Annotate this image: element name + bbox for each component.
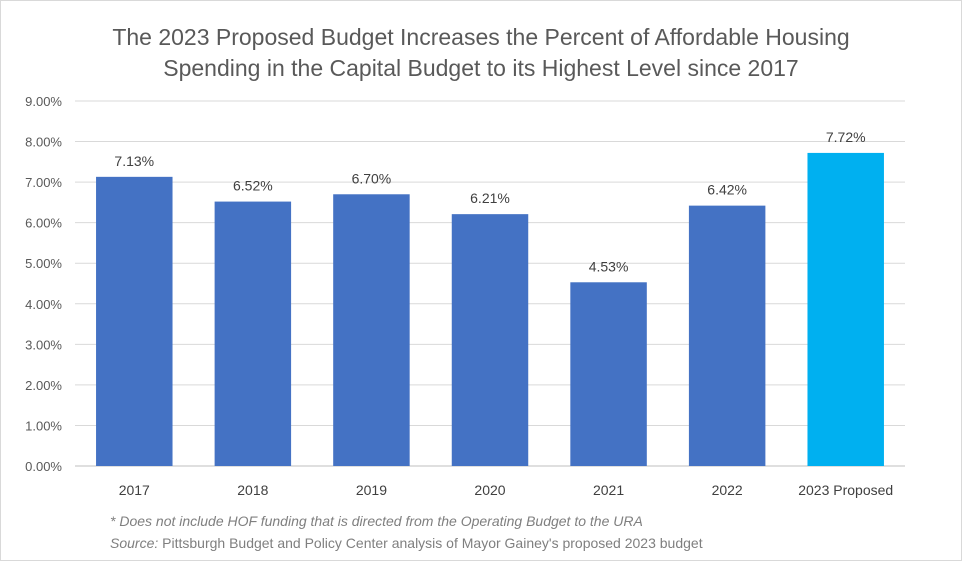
footnote: * Does not include HOF funding that is d…	[110, 513, 643, 529]
chart-title: The 2023 Proposed Budget Increases the P…	[0, 22, 962, 84]
y-tick-label: 2.00%	[25, 378, 62, 393]
data-label: 6.52%	[233, 178, 273, 194]
data-label: 7.72%	[826, 129, 866, 145]
y-tick-label: 8.00%	[25, 135, 62, 150]
y-tick-label: 5.00%	[25, 256, 62, 271]
data-label: 6.42%	[707, 182, 747, 198]
bar	[807, 152, 884, 466]
bar	[96, 176, 173, 467]
data-label: 7.13%	[114, 153, 154, 169]
bar	[333, 194, 410, 466]
source-text: Pittsburgh Budget and Policy Center anal…	[158, 535, 703, 551]
x-tick-label: 2022	[712, 482, 743, 498]
y-tick-label: 1.00%	[25, 418, 62, 433]
bar	[570, 282, 647, 466]
source-note: Source: Pittsburgh Budget and Policy Cen…	[110, 535, 703, 551]
y-tick-label: 3.00%	[25, 337, 62, 352]
y-tick-label: 6.00%	[25, 216, 62, 231]
x-tick-label: 2018	[237, 482, 268, 498]
bar	[688, 205, 766, 466]
x-tick-label: 2020	[474, 482, 505, 498]
bar	[214, 201, 292, 467]
source-label: Source:	[110, 535, 159, 551]
y-tick-label: 7.00%	[25, 175, 62, 190]
data-label: 6.21%	[470, 190, 510, 206]
bar	[451, 214, 529, 466]
y-tick-label: 9.00%	[25, 94, 62, 109]
x-tick-label: 2017	[119, 482, 150, 498]
chart-title-line-2: Spending in the Capital Budget to its Hi…	[163, 55, 799, 81]
y-tick-label: 4.00%	[25, 297, 62, 312]
data-label: 4.53%	[589, 258, 629, 274]
chart-title-line-1: The 2023 Proposed Budget Increases the P…	[112, 24, 850, 50]
x-tick-label: 2019	[356, 482, 387, 498]
data-label: 6.70%	[352, 170, 392, 186]
x-tick-label: 2021	[593, 482, 624, 498]
x-tick-label: 2023 Proposed	[798, 482, 893, 498]
y-tick-label: 0.00%	[25, 459, 62, 474]
